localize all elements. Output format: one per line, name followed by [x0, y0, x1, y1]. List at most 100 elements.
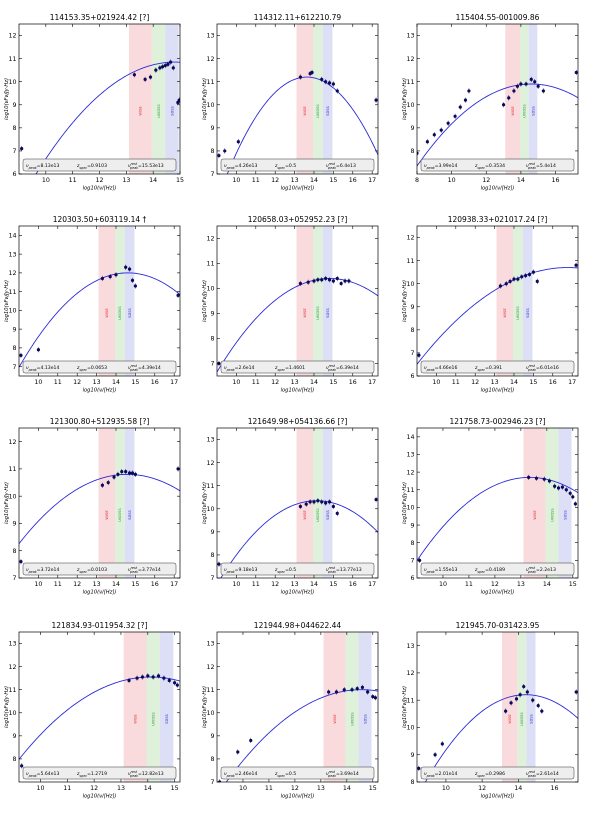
- data-point: [512, 89, 516, 93]
- x-tick-label: 14: [144, 785, 152, 792]
- legend-nu-rest: νrest peak=5.4e14: [526, 162, 556, 170]
- data-point: [533, 80, 537, 84]
- data-point: [520, 275, 524, 279]
- plot-frame: [216, 427, 379, 579]
- y-axis-label: log10(νFν/Jy·Hz): [402, 686, 408, 728]
- legend-z-spec: zspec=0.5: [274, 163, 296, 170]
- y-tick-label: 7: [410, 558, 414, 565]
- data-point: [339, 281, 343, 286]
- legend-subscript: spec: [277, 166, 285, 170]
- data-point: [560, 485, 565, 489]
- legend-symbol: ν: [128, 164, 131, 169]
- data-point: [512, 277, 516, 281]
- data-point: [541, 89, 545, 93]
- data-point: [417, 151, 419, 155]
- band-ukidss: [545, 428, 559, 578]
- data-point: [166, 62, 170, 66]
- data-point: [536, 84, 540, 88]
- legend-subscript: peak: [129, 368, 139, 372]
- data-point: [327, 81, 332, 85]
- x-tick-label: 8: [415, 177, 419, 184]
- legend-symbol: z: [474, 366, 478, 371]
- legend-subscript: peak: [28, 570, 38, 574]
- data-point: [504, 709, 508, 713]
- plot-frame: [416, 225, 579, 377]
- data-point: [146, 674, 150, 678]
- panel-title: 114312.11+612210.79: [254, 13, 342, 22]
- data-point: [458, 105, 462, 109]
- y-tick-label: 6: [12, 171, 16, 178]
- data-point: [574, 690, 578, 694]
- band-wise: [98, 428, 116, 578]
- legend-subscript: peak: [426, 774, 436, 778]
- band-label-ukidss: UKIDSS: [118, 306, 122, 320]
- legend-nu-rest: νrest peak=2.2e13: [526, 566, 556, 574]
- y-tick-label: 9: [12, 733, 16, 740]
- data-point: [334, 690, 339, 694]
- band-label-sdss: SDSS: [128, 307, 132, 317]
- panel-title: 120938.33+021017.24 [?]: [448, 215, 548, 224]
- legend-value: =3.69e14: [336, 771, 359, 777]
- data-point: [133, 472, 137, 476]
- data-point: [298, 281, 303, 286]
- x-tick-label: 16: [551, 177, 559, 184]
- x-tick-label: 15: [131, 379, 139, 386]
- legend-subscript: peak: [527, 368, 537, 372]
- x-tick-label: 14: [310, 581, 318, 588]
- plot-frame: [216, 23, 379, 175]
- x-tick-label: 14: [543, 581, 551, 588]
- x-tick-label: 10: [442, 785, 450, 792]
- y-axis-label: log10(νFν/Jy·Hz): [202, 482, 208, 524]
- legend-value: =4.26e13: [235, 163, 258, 169]
- data-point: [320, 77, 324, 81]
- data-point: [525, 690, 529, 694]
- band-wise: [123, 632, 147, 782]
- legend-value: =2.6e14: [235, 365, 255, 371]
- x-tick-label: 12: [491, 581, 499, 588]
- x-tick-label: 16: [550, 785, 558, 792]
- legend-superscript: rest: [529, 566, 536, 570]
- y-axis-label: log10(νFν/Jy·Hz): [4, 686, 10, 728]
- data-point: [173, 681, 177, 685]
- band-wise: [98, 226, 116, 376]
- data-point: [534, 476, 539, 480]
- legend-subscript: peak: [327, 570, 337, 574]
- y-tick-label: 11: [8, 466, 16, 473]
- legend-value: =6.01e16: [536, 365, 559, 371]
- band-label-ukidss: UKIDSS: [157, 104, 161, 118]
- band-sdss: [526, 632, 536, 782]
- legend-nu-rest: νrest peak=12.82e13: [128, 770, 164, 778]
- legend-symbol: ν: [424, 366, 427, 371]
- y-tick-label: 13: [206, 33, 214, 40]
- data-point: [331, 279, 335, 283]
- legend-superscript: rest: [329, 566, 336, 570]
- y-tick-label: 7: [210, 779, 214, 786]
- data-point: [440, 742, 444, 746]
- legend-superscript: rest: [131, 364, 138, 368]
- legend-subscript: peak: [426, 570, 436, 574]
- data-point: [519, 82, 523, 86]
- y-tick-label: 11: [8, 289, 16, 296]
- x-tick-label: 13: [291, 379, 299, 386]
- legend-value: =0.0653: [87, 365, 107, 371]
- legend-subscript: spec: [277, 570, 285, 574]
- band-label-sdss: SDSS: [326, 105, 330, 115]
- data-point: [433, 753, 437, 757]
- x-tick-label: 16: [151, 379, 159, 386]
- y-axis-label: log10(νFν/Jy·Hz): [4, 280, 10, 322]
- data-point: [342, 688, 346, 692]
- x-tick-label: 17: [368, 581, 376, 588]
- band-label-wise: WISE: [303, 106, 307, 116]
- data-point: [130, 471, 135, 475]
- sed-fit-curve: [417, 83, 578, 167]
- legend-subscript: peak: [426, 166, 436, 170]
- band-label-sdss: SDSS: [165, 713, 169, 723]
- y-tick-label: 10: [406, 505, 414, 512]
- panel-plot-area: WISE UKIDSS SDSS: [19, 226, 180, 376]
- legend-z-spec: zspec=1.2719: [76, 771, 107, 778]
- legend-nu-peak: νpeak=5.64e13: [26, 771, 59, 778]
- x-tick-label: 17: [170, 581, 178, 588]
- y-tick-label: 11: [406, 697, 414, 704]
- y-axis-label: log10(νFν/Jy·Hz): [202, 280, 208, 322]
- data-point: [527, 475, 531, 480]
